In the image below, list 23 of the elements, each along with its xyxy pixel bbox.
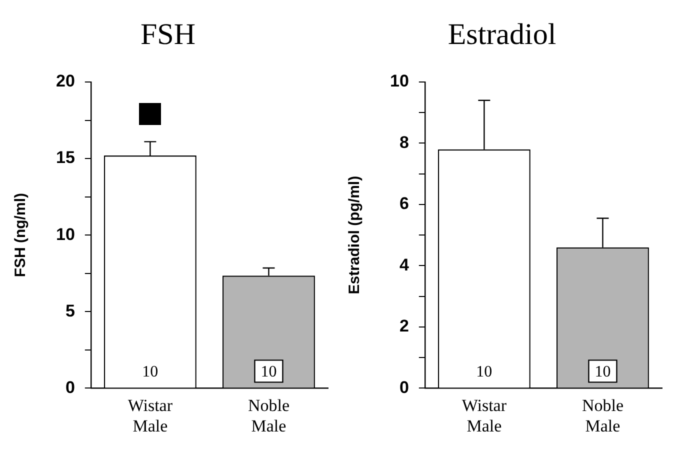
x-tick-label: Noble Male xyxy=(248,396,290,436)
x-tick-label: Noble Male xyxy=(582,396,624,436)
y-tick-label: 8 xyxy=(399,132,409,152)
y-tick-label: 5 xyxy=(65,301,75,320)
y-tick-label: 2 xyxy=(399,316,409,336)
chart-title: Estradiol xyxy=(448,18,556,51)
y-tick-label: 20 xyxy=(56,72,75,91)
chart-title: FSH xyxy=(140,18,196,51)
y-tick-label: 10 xyxy=(390,72,409,91)
y-tick-label: 15 xyxy=(56,148,75,168)
y-tick-label: 4 xyxy=(399,255,410,274)
y-axis-title: Estradiol (pg/ml) xyxy=(346,176,364,294)
x-tick-label: Wistar Male xyxy=(462,396,507,436)
y-axis-title: FSH (ng/ml) xyxy=(12,193,30,278)
y-tick-label: 0 xyxy=(399,378,409,397)
annotation: 10 xyxy=(594,363,611,380)
annotation: 10 xyxy=(260,363,277,380)
x-tick-label: Wistar Male xyxy=(128,396,173,436)
annotation: 10 xyxy=(142,363,158,380)
y-tick-label: 0 xyxy=(65,378,75,397)
y-tick-label: 10 xyxy=(56,224,75,244)
y-tick-label: 6 xyxy=(399,194,409,214)
annotation: 10 xyxy=(476,363,492,380)
